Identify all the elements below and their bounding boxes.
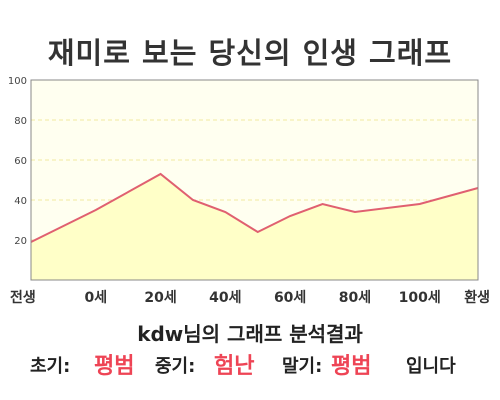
plot-border <box>30 79 479 281</box>
late-value: 평범 <box>331 354 372 379</box>
x-tick-label: 100세 <box>399 290 441 306</box>
result-ending: 입니다 <box>406 356 456 377</box>
x-tick-label: 전생 <box>10 289 36 306</box>
early-label: 초기: <box>30 356 71 377</box>
x-tick-label: 0세 <box>84 290 107 306</box>
chart-title: 재미로 보는 당신의 인생 그래프 <box>47 36 453 70</box>
y-tick-label: 40 <box>14 196 27 207</box>
area-fill <box>31 174 478 280</box>
y-tick-label: 60 <box>14 156 27 167</box>
x-tick-label: 80세 <box>339 290 371 306</box>
mid-label: 중기: <box>155 356 196 377</box>
early-value: 평범 <box>94 354 135 379</box>
late-label: 말기: <box>282 356 323 377</box>
y-tick-label: 20 <box>14 236 27 247</box>
x-tick-label: 환생 <box>464 289 490 306</box>
x-tick-label: 40세 <box>209 290 241 306</box>
analysis-result: 초기: 평범 중기: 험난 말기: 평범 입니다 <box>0 346 500 382</box>
x-tick-label: 20세 <box>144 290 176 306</box>
y-tick-label: 80 <box>14 116 27 127</box>
analysis-summary: kdw님의 그래프 분석결과 <box>0 318 500 347</box>
y-tick-label: 100 <box>8 76 27 87</box>
series-line <box>30 172 479 243</box>
mid-value: 험난 <box>214 354 255 379</box>
summary-text: 님의 그래프 분석결과 <box>183 322 363 346</box>
x-tick-label: 60세 <box>274 290 306 306</box>
user-name: kdw <box>137 322 184 346</box>
